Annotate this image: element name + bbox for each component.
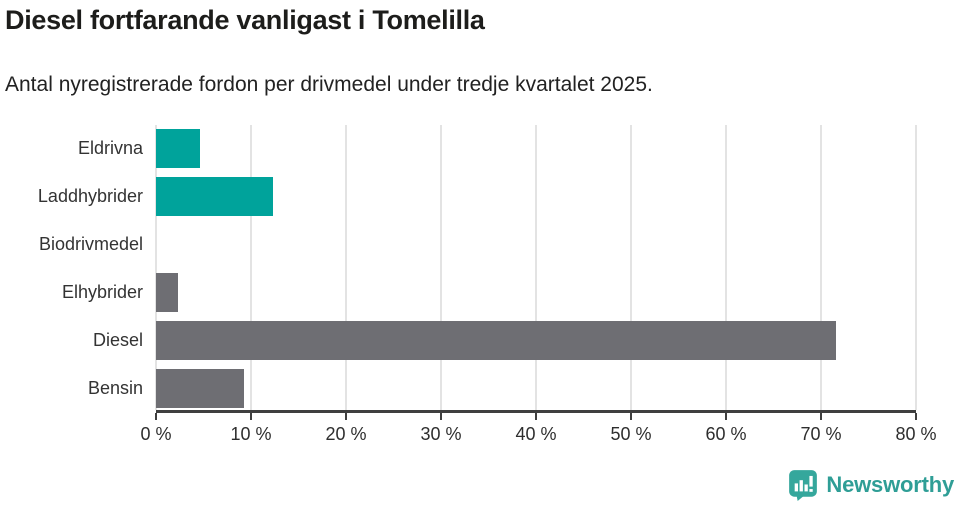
category-label-eldrivna: Eldrivna — [77, 138, 143, 158]
gridline-60 — [725, 125, 727, 410]
gridline-50 — [630, 125, 632, 410]
bar-laddhybrider — [156, 177, 273, 216]
category-label-biodrivmedel: Biodrivmedel — [38, 234, 143, 254]
x-tick-label-10: 10 % — [230, 424, 272, 444]
bar-elhybrider — [156, 273, 178, 312]
gridline-80 — [915, 125, 917, 410]
axis-tick-50 — [630, 413, 632, 420]
axis-tick-0 — [155, 413, 157, 420]
category-label-elhybrider: Elhybrider — [61, 282, 143, 302]
x-tick-label-20: 20 % — [325, 424, 367, 444]
newsworthy-bar-chart-icon — [789, 470, 818, 501]
bar-bensin — [156, 369, 244, 408]
category-label-diesel: Diesel — [92, 330, 143, 350]
bar-diesel — [156, 321, 836, 360]
axis-tick-80 — [915, 413, 917, 420]
x-tick-label-30: 30 % — [420, 424, 462, 444]
axis-tick-10 — [250, 413, 252, 420]
newsworthy-wordmark: Newsworthy — [826, 472, 954, 497]
axis-tick-60 — [725, 413, 727, 420]
gridline-10 — [250, 125, 252, 410]
category-label-laddhybrider: Laddhybrider — [37, 186, 143, 206]
gridline-40 — [535, 125, 537, 410]
gridline-0 — [155, 125, 157, 410]
axis-tick-30 — [440, 413, 442, 420]
chart-subtitle: Antal nyregistrerade fordon per drivmede… — [5, 73, 653, 96]
category-label-bensin: Bensin — [87, 378, 143, 398]
x-tick-label-50: 50 % — [610, 424, 652, 444]
axis-tick-40 — [535, 413, 537, 420]
chart-title: Diesel fortfarande vanligast i Tomelilla — [5, 5, 485, 35]
gridline-20 — [345, 125, 347, 410]
axis-tick-20 — [345, 413, 347, 420]
gridline-30 — [440, 125, 442, 410]
x-tick-label-80: 80 % — [895, 424, 937, 444]
bar-eldrivna — [156, 129, 200, 168]
gridline-70 — [820, 125, 822, 410]
plot-area — [155, 125, 917, 420]
x-tick-label-40: 40 % — [515, 424, 557, 444]
x-tick-label-70: 70 % — [800, 424, 842, 444]
x-tick-label-0: 0 % — [140, 424, 172, 444]
newsworthy-logo[interactable]: Newsworthy — [788, 469, 954, 501]
x-tick-label-60: 60 % — [705, 424, 747, 444]
axis-tick-70 — [820, 413, 822, 420]
